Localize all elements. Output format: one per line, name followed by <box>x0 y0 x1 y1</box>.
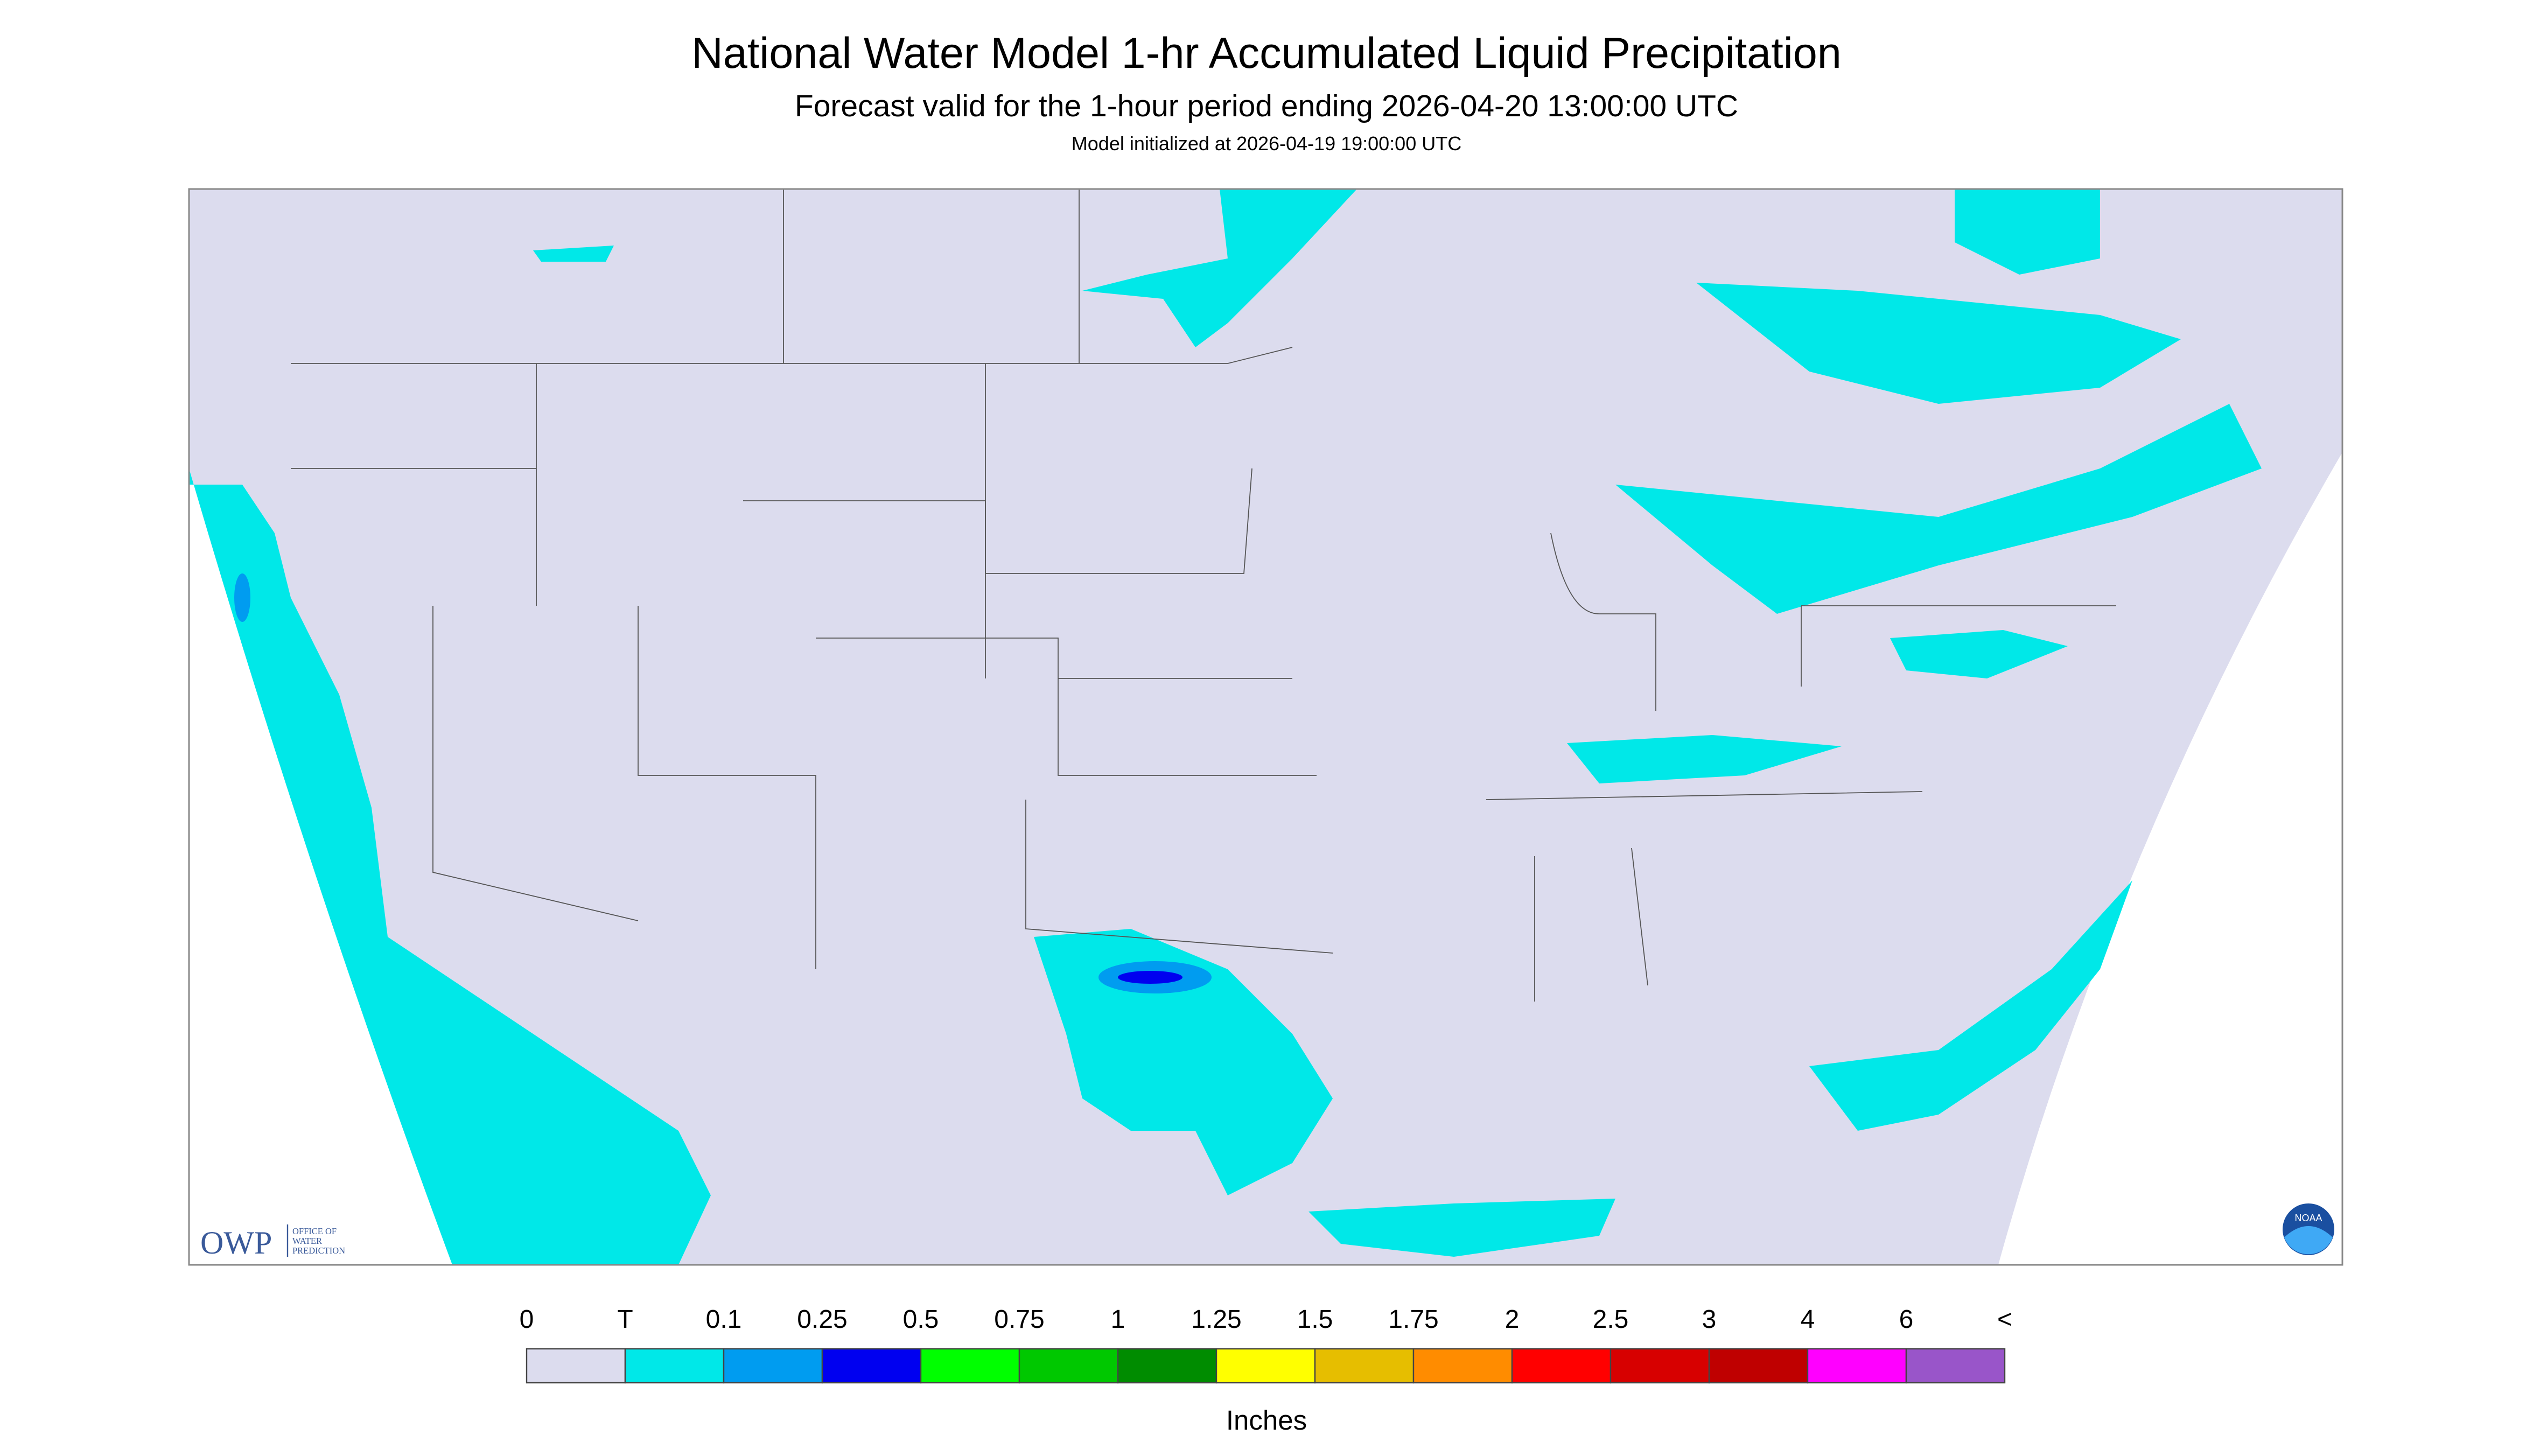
legend-label: 0.25 <box>797 1305 847 1334</box>
legend-swatch <box>723 1348 823 1384</box>
owp-logo-line: PREDICTION <box>292 1245 345 1256</box>
legend-swatch <box>624 1348 725 1384</box>
legend-swatch <box>920 1348 1020 1384</box>
legend-label: 1.5 <box>1297 1305 1333 1334</box>
legend-label: < <box>1997 1305 2012 1334</box>
legend-swatch <box>1215 1348 1316 1384</box>
map: OWP OFFICE OF WATER PREDICTION NOAA <box>188 188 2343 1266</box>
owp-logo-line: OFFICE OF <box>292 1226 337 1236</box>
legend-swatch <box>1905 1348 2006 1384</box>
legend-label: 1.75 <box>1388 1305 1438 1334</box>
title: National Water Model 1-hr Accumulated Li… <box>691 29 1842 78</box>
legend-swatch <box>1117 1348 1217 1384</box>
noaa-text: NOAA <box>2294 1213 2322 1223</box>
precip-moderate <box>1118 971 1182 984</box>
legend-swatch <box>1412 1348 1513 1384</box>
legend-label: 2.5 <box>1593 1305 1629 1334</box>
legend-label: 4 <box>1801 1305 1815 1334</box>
projection-edge <box>189 468 452 1265</box>
noaa-wave <box>2284 1226 2333 1255</box>
legend-label: T <box>617 1305 633 1334</box>
legend-unit: Inches <box>1226 1405 1307 1436</box>
legend-label: 2 <box>1505 1305 1520 1334</box>
legend-label: 0.1 <box>706 1305 742 1334</box>
legend-label: 0.5 <box>903 1305 939 1334</box>
legend-swatch <box>1610 1348 1710 1384</box>
legend-swatch <box>1018 1348 1119 1384</box>
legend-swatch <box>526 1348 626 1384</box>
legend-swatch <box>1314 1348 1415 1384</box>
projection-edge <box>1998 452 2342 1265</box>
owp-logo-line: WATER <box>292 1236 322 1246</box>
legend-swatch <box>1511 1348 1612 1384</box>
precip-areas <box>189 189 2262 1265</box>
legend-label: 1 <box>1111 1305 1125 1334</box>
map-frame <box>188 188 2343 1266</box>
legend-label: 6 <box>1899 1305 1914 1334</box>
boundaries <box>291 189 2116 1002</box>
owp-logo-text: OWP <box>200 1225 272 1261</box>
noaa-logo: NOAA <box>2283 1203 2334 1256</box>
legend-label: 0.75 <box>994 1305 1044 1334</box>
subtitle: Forecast valid for the 1-hour period end… <box>795 89 1738 123</box>
legend: 0 T 0.1 0.25 0.5 0.75 1 1.25 1.5 1.75 2 2.5 3 4 6 < <box>520 1305 2012 1384</box>
legend-label: 1.25 <box>1191 1305 1241 1334</box>
legend-swatch <box>1807 1348 1907 1384</box>
legend-label: 0 <box>520 1305 534 1334</box>
legend-swatch <box>1708 1348 1809 1384</box>
legend-label: 3 <box>1702 1305 1717 1334</box>
owp-logo: OWP OFFICE OF WATER PREDICTION <box>200 1224 345 1261</box>
legend-swatch <box>821 1348 922 1384</box>
init-time: Model initialized at 2026-04-19 19:00:00… <box>1072 132 1461 155</box>
